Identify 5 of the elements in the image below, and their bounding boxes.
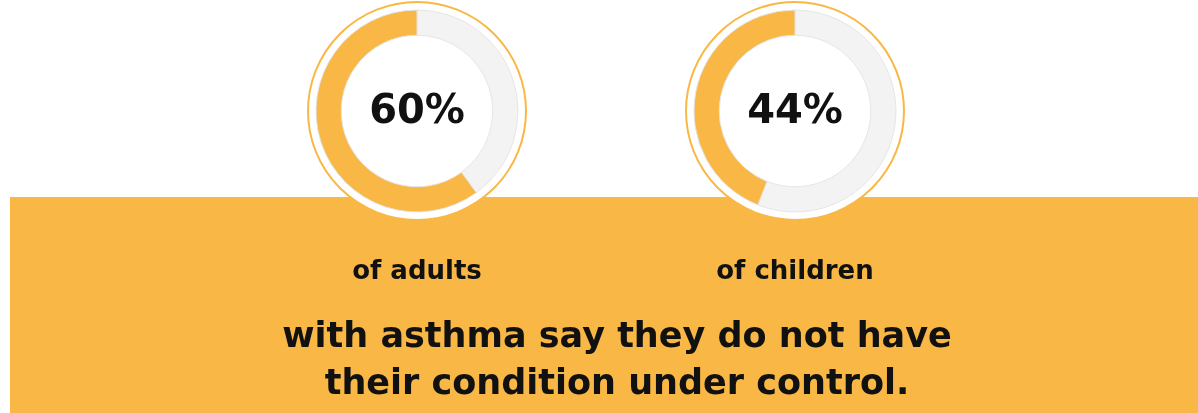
data-label: 44% [747, 86, 843, 133]
text: of children [715, 255, 875, 285]
data-label: 60% [369, 86, 465, 133]
text: with asthma say they do not have their condition under control. [281, 314, 953, 404]
text: of adults [351, 255, 483, 285]
